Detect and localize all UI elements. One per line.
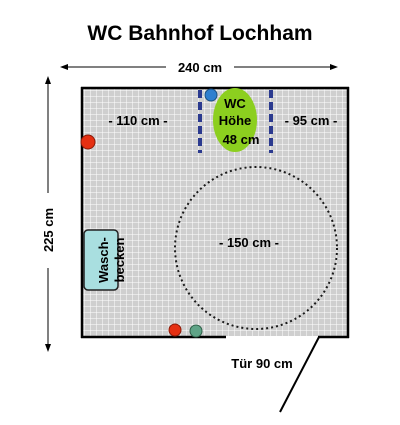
wc-label-line3: 48 cm	[223, 132, 260, 147]
sink-label-line2: becken	[112, 238, 127, 283]
red-button-floor	[168, 323, 182, 337]
left-gap-label: - 110 cm -	[108, 113, 167, 128]
door-leaf	[279, 336, 320, 413]
door-label: Tür 90 cm	[231, 356, 292, 371]
right-gap-label: - 95 cm -	[285, 113, 338, 128]
width-arrowhead-left	[60, 64, 68, 70]
width-dimension: 240 cm	[60, 60, 338, 75]
green-button-floor	[189, 324, 203, 338]
depth-arrowhead-top	[45, 76, 51, 84]
turning-circle	[174, 166, 338, 330]
wc-toilet	[213, 88, 257, 152]
wc-label-line1: WC	[224, 96, 246, 111]
sink-label-line1: Wasch-	[96, 237, 111, 283]
wc-label-line2: Höhe	[219, 113, 252, 128]
width-arrowhead-right	[330, 64, 338, 70]
depth-dimension: 225 cm	[41, 76, 56, 352]
depth-arrowhead-bottom	[45, 344, 51, 352]
page-title: WC Bahnhof Lochham	[87, 22, 312, 45]
sink	[83, 229, 119, 291]
flush-button	[204, 88, 218, 102]
walls	[80, 86, 350, 339]
width-label: 240 cm	[178, 60, 222, 75]
depth-label: 225 cm	[41, 208, 56, 252]
turning-circle-label: - 150 cm -	[219, 235, 279, 250]
red-button-wall	[80, 134, 96, 150]
